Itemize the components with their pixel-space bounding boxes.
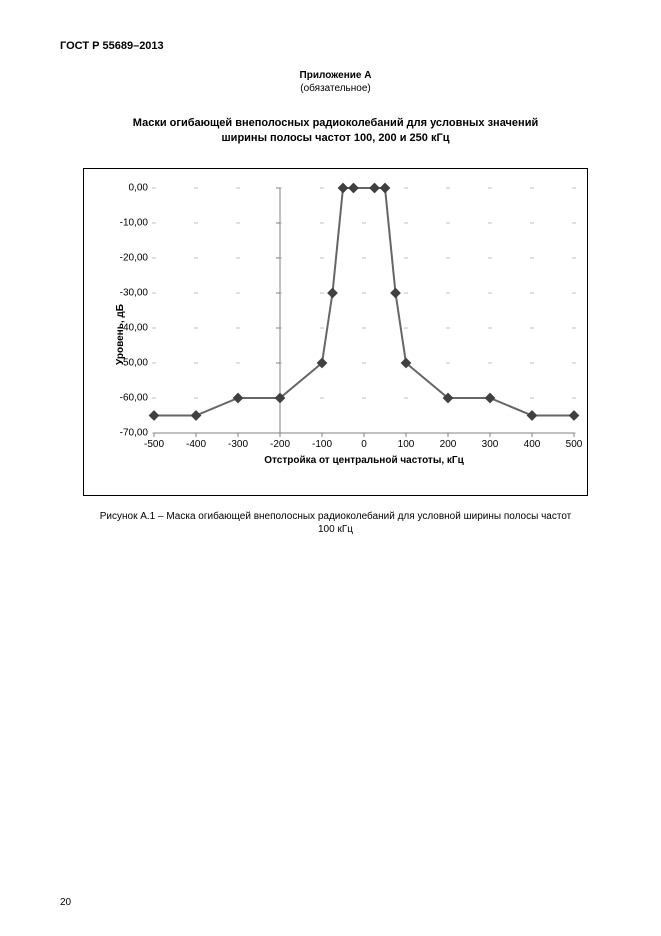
- page-number: 20: [60, 897, 71, 908]
- x-axis-title: Отстройка от центральной частоты, кГц: [84, 455, 574, 466]
- chart-frame: Уровень, дБ 0,00-10,00-20,00-30,00-40,00…: [83, 168, 588, 496]
- caption-line1: Рисунок А.1 – Маска огибающей внеполосны…: [100, 511, 572, 522]
- series-marker: [327, 287, 338, 298]
- section-title-line2: ширины полосы частот 100, 200 и 250 кГц: [222, 132, 450, 144]
- grid: [152, 188, 576, 433]
- series-line: [154, 188, 574, 416]
- series-marker: [569, 410, 580, 421]
- series-marker: [149, 410, 160, 421]
- series-marker: [233, 392, 244, 403]
- section-title: Маски огибающей внеполосных радиоколебан…: [60, 116, 611, 146]
- series-marker: [369, 182, 380, 193]
- series-marker: [390, 287, 401, 298]
- appendix-label: Приложение А: [60, 70, 611, 81]
- page: ГОСТ Р 55689–2013 Приложение А (обязател…: [0, 0, 661, 936]
- series-marker: [191, 410, 202, 421]
- section-title-line1: Маски огибающей внеполосных радиоколебан…: [133, 117, 538, 129]
- appendix-note: (обязательное): [60, 83, 611, 94]
- chart: Уровень, дБ 0,00-10,00-20,00-30,00-40,00…: [84, 173, 589, 493]
- axes: [154, 188, 574, 437]
- standard-id: ГОСТ Р 55689–2013: [60, 40, 611, 52]
- figure-caption: Рисунок А.1 – Маска огибающей внеполосны…: [60, 510, 611, 536]
- series-marker: [338, 182, 349, 193]
- plot-svg: [84, 173, 589, 478]
- caption-line2: 100 кГц: [318, 524, 353, 535]
- series-marker: [485, 392, 496, 403]
- series-marker: [380, 182, 391, 193]
- series-marker: [527, 410, 538, 421]
- series-marker: [348, 182, 359, 193]
